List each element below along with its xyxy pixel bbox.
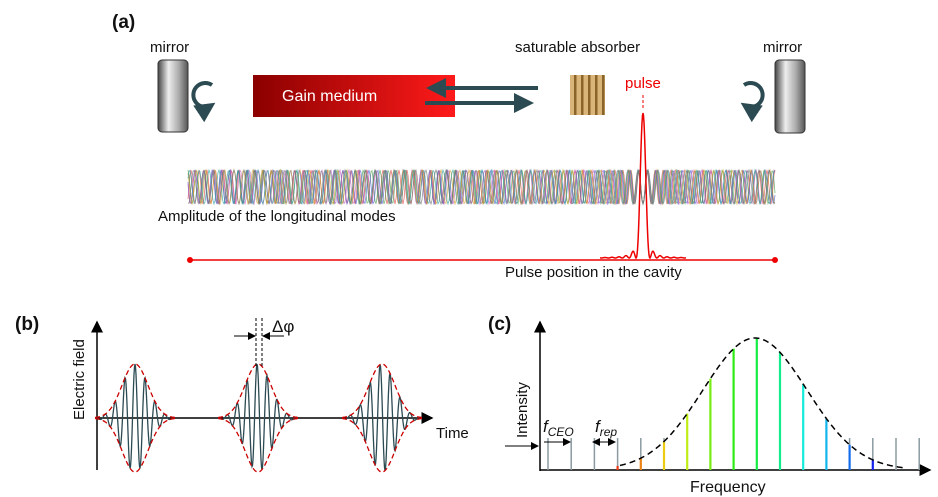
pulse-label: pulse [625, 75, 661, 92]
frep-label: frep [595, 417, 617, 439]
y-axis-label: Electric field [71, 339, 88, 420]
mode-wave [188, 168, 776, 206]
panel-label: (c) [488, 314, 511, 335]
pulse-shape [599, 112, 687, 260]
absorber [570, 75, 605, 115]
mirror-label: mirror [150, 39, 189, 56]
frequency-comb [547, 338, 920, 470]
gain-medium [253, 75, 455, 117]
gain-label: Gain medium [282, 88, 377, 105]
carrier-wave [341, 364, 423, 471]
symbol: f [595, 417, 602, 436]
cavity-end [187, 257, 193, 263]
symbol: f [543, 417, 550, 436]
panel-label: (b) [15, 314, 39, 335]
reflect-arrow [740, 81, 765, 123]
envelope [342, 417, 422, 473]
fceo-label: fCEO [543, 417, 574, 439]
mirror-label: mirror [763, 39, 802, 56]
x-axis-label: Time [436, 425, 469, 442]
subscript: CEO [548, 425, 574, 439]
mirror [157, 59, 189, 133]
cavity-end [772, 257, 778, 263]
absorber-label: saturable absorber [515, 39, 640, 56]
phase-label: Δφ [272, 317, 294, 336]
pulse-train [95, 363, 423, 473]
panel-label: (a) [112, 12, 135, 33]
mode-waves [187, 168, 776, 206]
carrier-wave [217, 364, 299, 470]
envelope [95, 363, 175, 419]
spectral-envelope [619, 337, 906, 469]
envelope [95, 417, 175, 473]
position-label: Pulse position in the cavity [505, 264, 682, 281]
mirror [774, 59, 806, 134]
carrier-wave [95, 363, 175, 469]
modes-label: Amplitude of the longitudinal modes [158, 208, 396, 225]
subscript: rep [600, 425, 618, 439]
x-axis-label: Frequency [690, 479, 766, 496]
reflect-arrow [191, 81, 216, 123]
y-axis-label: Intensity [514, 382, 531, 438]
envelope [218, 417, 298, 473]
